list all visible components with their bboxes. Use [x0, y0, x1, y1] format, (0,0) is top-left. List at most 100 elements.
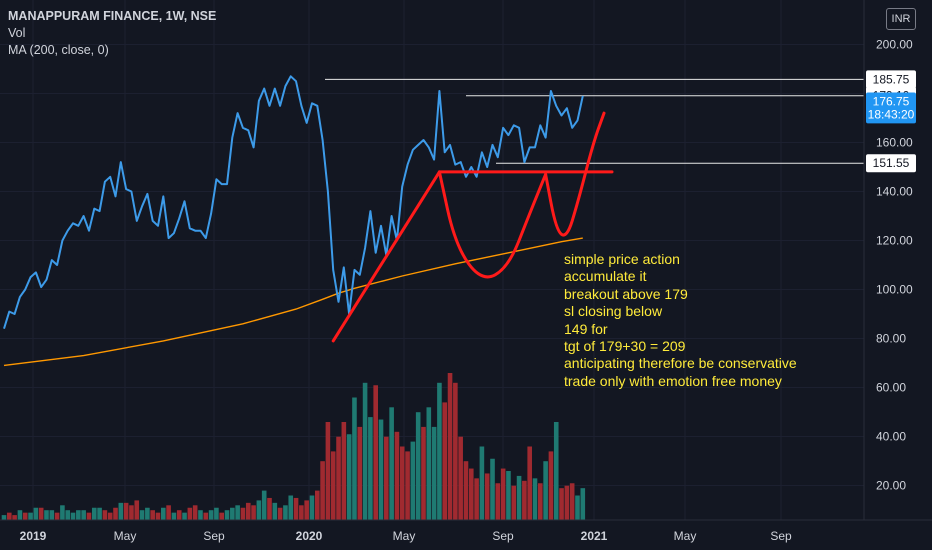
- time-tick-label: 2019: [20, 529, 47, 543]
- currency-badge[interactable]: INR: [886, 8, 916, 30]
- volume-bar: [33, 507, 39, 520]
- time-tick-label: May: [393, 529, 416, 543]
- volume-bar: [97, 507, 102, 520]
- time-tick-label: 2020: [296, 529, 323, 543]
- level-label-text: 176.75: [873, 94, 910, 108]
- note-line: anticipating therefore be conservative: [564, 355, 797, 372]
- volume-bar: [299, 505, 304, 520]
- volume-bar: [129, 505, 134, 520]
- price-tick-label: 140.00: [876, 185, 913, 199]
- volume-bar: [309, 495, 315, 520]
- volume-bar: [506, 471, 511, 520]
- level-label-box: [866, 154, 916, 173]
- volume-bar: [277, 507, 283, 520]
- volume-bar: [415, 412, 421, 520]
- cup-curve: [437, 170, 548, 279]
- volume-bar: [426, 407, 432, 520]
- volume-bar: [150, 510, 155, 520]
- note-line: tgt of 179+30 = 209: [564, 338, 686, 355]
- volume-bar: [538, 483, 543, 520]
- volume-bar: [81, 510, 86, 520]
- volume-bar: [251, 505, 256, 520]
- volume-bar: [118, 502, 124, 520]
- volume-bar: [54, 512, 60, 520]
- symbol-title[interactable]: MANAPPURAM FINANCE, 1W, NSE: [8, 9, 217, 23]
- volume-bar: [564, 485, 570, 520]
- volume-bar: [399, 446, 405, 520]
- volume-bar: [219, 512, 225, 520]
- volume-bar: [559, 488, 564, 520]
- volume-bar: [304, 500, 309, 520]
- volume-bar: [458, 436, 463, 520]
- volume-bar: [484, 473, 490, 520]
- volume-bar: [474, 478, 479, 520]
- volume-bar: [113, 507, 118, 520]
- volume-bar: [362, 382, 368, 520]
- volume-bar: [575, 495, 580, 520]
- price-tick-label: 80.00: [876, 332, 906, 346]
- note-line: 149 for: [564, 320, 608, 337]
- volume-bar: [49, 510, 55, 520]
- volume-bar: [86, 512, 92, 520]
- level-label-text: 151.55: [873, 156, 910, 170]
- price-tick-label: 60.00: [876, 381, 906, 395]
- volume-bar: [76, 510, 81, 520]
- volume-bar: [230, 507, 235, 520]
- volume-bar: [527, 446, 532, 520]
- volume-bars: [1, 373, 586, 520]
- ma-indicator-label[interactable]: MA (200, close, 0): [8, 43, 109, 57]
- time-axis[interactable]: 2019 May Sep 2020 May Sep 2021 May Sep: [20, 529, 792, 543]
- cup-handle-drawings[interactable]: [331, 111, 614, 343]
- volume-bar: [468, 468, 474, 520]
- price-tick-label: 40.00: [876, 430, 906, 444]
- volume-bar: [490, 458, 495, 520]
- volume-bar: [293, 497, 299, 520]
- volume-bar: [431, 426, 437, 520]
- volume-bar: [405, 451, 410, 520]
- price-tick-label: 20.00: [876, 479, 906, 493]
- volume-bar: [65, 510, 71, 520]
- time-tick-label: Sep: [492, 529, 514, 543]
- volume-bar: [123, 502, 129, 520]
- horizontal-levels[interactable]: [325, 78, 864, 164]
- level-label-box: [866, 70, 916, 89]
- volume-bar: [479, 446, 485, 520]
- note-line: trade only with emotion free money: [564, 372, 782, 389]
- volume-bar: [320, 461, 325, 520]
- volume-bar: [548, 451, 554, 520]
- volume-bar: [384, 436, 389, 520]
- volume-bar: [357, 426, 363, 520]
- volume-bar: [346, 434, 352, 520]
- volume-bar: [368, 417, 373, 520]
- volume-bar: [166, 505, 171, 520]
- volume-bar: [12, 515, 17, 520]
- ma-line: [3, 237, 583, 367]
- volume-bar: [60, 505, 65, 520]
- volume-bar: [70, 512, 76, 520]
- volume-bar: [28, 512, 33, 520]
- volume-bar: [314, 490, 320, 520]
- volume-bar: [171, 512, 177, 520]
- volume-bar: [543, 461, 548, 520]
- volume-bar: [569, 483, 575, 520]
- volume-bar: [352, 397, 357, 520]
- time-tick-label: Sep: [203, 529, 225, 543]
- volume-bar: [463, 461, 469, 520]
- time-tick-label: May: [674, 529, 697, 543]
- volume-bar: [102, 510, 108, 520]
- volume-bar: [553, 422, 559, 520]
- volume-bar: [442, 402, 448, 520]
- trendline: [331, 170, 441, 343]
- level-label-box: [866, 105, 916, 124]
- volume-bar: [283, 505, 288, 520]
- volume-bar: [522, 480, 527, 520]
- price-line: [3, 75, 584, 329]
- volume-indicator-label[interactable]: Vol: [8, 26, 26, 40]
- level-label-text: 18:43:20: [868, 107, 915, 121]
- volume-bar: [245, 502, 251, 520]
- handle-curve: [544, 111, 606, 237]
- volume-bar: [235, 505, 240, 520]
- volume-bar: [187, 507, 193, 520]
